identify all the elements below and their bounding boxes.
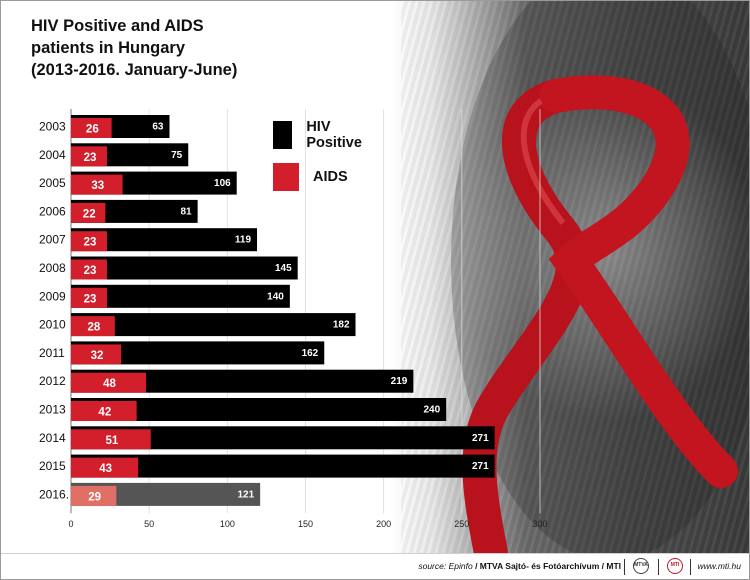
- x-tick-label: 50: [144, 519, 154, 529]
- y-category-label: 2016.: [39, 487, 69, 501]
- hiv-value-label: 140: [267, 291, 284, 302]
- footer: source: Epinfo / MTVA Sajtó- és Fotóarch…: [1, 553, 749, 579]
- hiv-value-label: 182: [333, 320, 350, 331]
- bar-hiv-positive: [71, 426, 495, 450]
- bar-hiv-positive: [71, 313, 356, 337]
- bar-aids: [71, 146, 107, 167]
- aids-value-label: 29: [88, 491, 101, 503]
- y-category-label: 2011: [39, 346, 65, 360]
- aids-value-label: 42: [98, 407, 111, 419]
- bar-hiv-positive: [71, 256, 298, 280]
- bar-aids: [71, 259, 107, 280]
- bar-aids: [71, 287, 107, 308]
- bar-aids: [71, 231, 107, 252]
- legend-item-aids: AIDS: [273, 163, 348, 191]
- aids-value-label: 51: [105, 435, 118, 447]
- y-category-label: 2015: [39, 459, 66, 473]
- x-tick-label: 250: [454, 519, 469, 529]
- bar-hiv-positive: [71, 454, 495, 478]
- bar-aids: [71, 429, 151, 450]
- x-axis-ticks: 0 50 100 150 200 250 300: [68, 519, 547, 529]
- hiv-value-label: 162: [302, 348, 319, 359]
- legend-swatch-hiv: [273, 121, 293, 149]
- x-tick-label: 300: [532, 519, 547, 529]
- legend-item-hiv: HIV Positive: [273, 119, 369, 151]
- legend-label-hiv: HIV Positive: [306, 119, 362, 151]
- bar-hiv-positive: [71, 398, 447, 421]
- aids-value-label: 28: [87, 322, 100, 334]
- aids-value-label: 23: [84, 265, 97, 277]
- y-category-label: 2008: [39, 261, 66, 275]
- source-credit: source: Epinfo / MTVA Sajtó- és Fotóarch…: [418, 561, 621, 571]
- bar-aids: [71, 457, 139, 478]
- bar-hiv-positive: [71, 228, 258, 252]
- ribbon-highlight: [520, 98, 566, 225]
- website-link[interactable]: www.mti.hu: [697, 561, 741, 571]
- bar-hiv-positive: [71, 284, 290, 308]
- x-tick-label: 200: [376, 519, 391, 529]
- aids-value-label: 33: [91, 180, 104, 192]
- y-category-label: 2004: [39, 148, 66, 162]
- bar-hiv-positive: [71, 482, 261, 506]
- bar-aids: [71, 316, 115, 337]
- y-category-label: 2003: [39, 120, 66, 134]
- bar-hiv-positive: [71, 341, 325, 365]
- hiv-value-label: 271: [472, 461, 489, 472]
- y-category-label: 2006: [39, 204, 66, 218]
- x-tick-label: 0: [68, 519, 73, 529]
- bar-aids: [71, 118, 112, 138]
- y-category-label: 2012: [39, 374, 66, 388]
- x-tick-label: 150: [298, 519, 313, 529]
- footer-divider: [624, 559, 625, 575]
- aids-value-label: 48: [103, 378, 116, 390]
- y-category-label: 2014: [39, 431, 66, 445]
- hiv-value-label: 145: [275, 263, 292, 274]
- bars: [71, 115, 495, 506]
- aids-value-label: 32: [91, 350, 104, 362]
- bar-aids: [71, 174, 123, 195]
- ribbon-right-strand: [539, 75, 738, 488]
- footer-divider: [690, 559, 691, 575]
- hiv-value-label: 119: [235, 235, 252, 246]
- aids-value-label: 23: [84, 237, 97, 249]
- y-category-label: 2010: [39, 318, 66, 332]
- source-label: source:: [418, 561, 447, 571]
- bar-chart: 2003 26 63 2004 23 75 2005 33 106 2006 22 81 2007 23 1…: [39, 109, 548, 529]
- source-agency: / MTVA Sajtó- és Fotóarchívum / MTI: [472, 561, 621, 571]
- bar-aids: [71, 372, 147, 393]
- legend-label-aids: AIDS: [313, 169, 348, 185]
- hiv-value-label: 63: [152, 122, 164, 133]
- source-epinfo: Epinfo: [448, 561, 473, 571]
- aids-value-label: 22: [83, 208, 96, 220]
- y-category-label: 2009: [39, 289, 66, 303]
- hiv-value-label: 121: [237, 489, 254, 500]
- hiv-value-label: 219: [391, 376, 408, 387]
- bar-aids: [71, 202, 106, 223]
- bar-aids: [71, 344, 122, 365]
- hiv-value-label: 106: [214, 178, 231, 189]
- mtva-logo-icon: MTVA: [633, 558, 649, 574]
- aids-value-label: 23: [84, 152, 97, 164]
- mti-logo-icon: MTI: [667, 558, 683, 574]
- bar-aids: [71, 485, 117, 506]
- y-category-label: 2007: [39, 233, 66, 247]
- bar-aids: [71, 401, 137, 421]
- hiv-value-label: 271: [472, 433, 489, 444]
- chart-title: HIV Positive and AIDS patients in Hungar…: [31, 17, 238, 79]
- aids-value-label: 26: [86, 124, 99, 136]
- x-tick-label: 100: [220, 519, 235, 529]
- hiv-value-label: 75: [171, 150, 183, 161]
- y-category-label: 2005: [39, 176, 66, 190]
- aids-value-label: 23: [84, 293, 97, 305]
- footer-divider: [658, 559, 659, 575]
- aids-value-label: 43: [99, 463, 112, 475]
- bar-hiv-positive: [71, 369, 414, 393]
- hiv-value-label: 81: [181, 206, 193, 217]
- hiv-value-label: 240: [424, 405, 441, 416]
- labels: 2003 26 63 2004 23 75 2005 33 106 2006 22 81 2007 23 1…: [39, 120, 489, 504]
- y-category-label: 2013: [39, 403, 66, 417]
- legend-swatch-aids: [273, 163, 299, 191]
